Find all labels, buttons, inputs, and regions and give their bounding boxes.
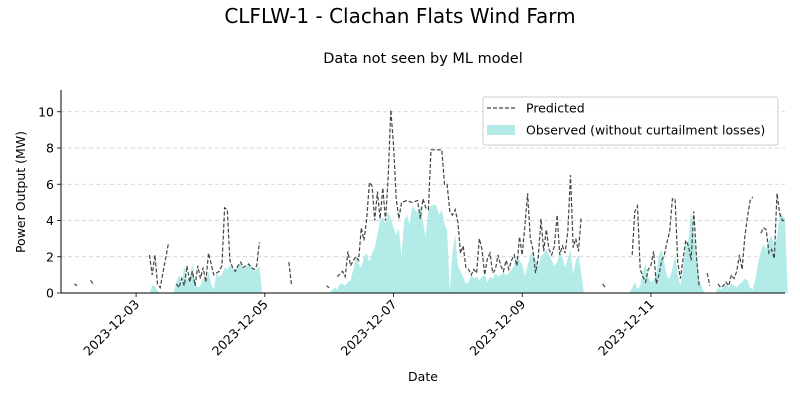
x-axis-ticks: 2023-12-03 2023-12-05 2023-12-07 2023-12-09… xyxy=(80,293,657,358)
y-tick-label: 0 xyxy=(46,286,54,301)
x-tick-label: 2023-12-09 xyxy=(466,296,528,358)
observed-area xyxy=(715,211,788,293)
x-tick-label: 2023-12-05 xyxy=(209,297,271,359)
y-tick-label: 2 xyxy=(46,249,54,264)
y-tick-label: 6 xyxy=(46,177,54,192)
y-tick-label: 10 xyxy=(38,104,54,119)
legend-observed-label: Observed (without curtailment losses) xyxy=(526,123,765,138)
x-axis-label: Date xyxy=(408,369,438,384)
observed-area xyxy=(329,204,584,293)
observed-series xyxy=(149,204,788,293)
legend-observed-swatch xyxy=(487,125,515,135)
predicted-line xyxy=(631,198,700,288)
predicted-line xyxy=(288,262,293,286)
legend-box xyxy=(482,96,779,146)
predicted-line xyxy=(90,279,94,285)
y-tick-label: 8 xyxy=(46,141,54,156)
x-tick-label: 2023-12-07 xyxy=(338,297,400,359)
y-tick-label: 4 xyxy=(46,213,54,228)
observed-area xyxy=(173,264,263,293)
predicted-line xyxy=(175,206,260,289)
chart-title: CLFLW-1 - Clachan Flats Wind Farm xyxy=(224,4,575,28)
predicted-line xyxy=(326,285,330,289)
y-axis-ticks: 0 2 4 6 8 10 xyxy=(38,104,61,301)
axes xyxy=(60,90,785,294)
legend-predicted-label: Predicted xyxy=(526,101,585,116)
legend: Predicted Observed (without curtailment … xyxy=(482,96,779,146)
predicted-series xyxy=(74,109,785,290)
x-tick-label: 2023-12-03 xyxy=(80,297,142,359)
observed-area xyxy=(629,209,705,293)
observed-area xyxy=(149,285,161,293)
chart-subtitle: Data not seen by ML model xyxy=(323,51,523,67)
predicted-line xyxy=(336,109,582,279)
predicted-line xyxy=(602,283,606,288)
predicted-line xyxy=(706,272,711,286)
y-axis-label: Power Output (MW) xyxy=(13,131,28,253)
predicted-line xyxy=(148,243,169,290)
x-tick-label: 2023-12-11 xyxy=(595,297,657,359)
predicted-line xyxy=(760,193,785,259)
predicted-line xyxy=(717,196,754,289)
predicted-line xyxy=(74,283,78,287)
